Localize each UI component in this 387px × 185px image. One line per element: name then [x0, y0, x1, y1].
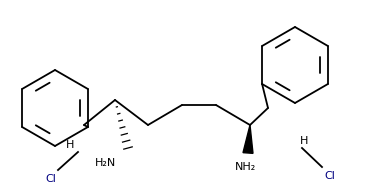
- Text: H₂N: H₂N: [95, 158, 116, 168]
- Text: Cl: Cl: [45, 174, 56, 184]
- Text: NH₂: NH₂: [235, 162, 256, 172]
- Polygon shape: [243, 125, 253, 153]
- Text: Cl: Cl: [324, 171, 335, 181]
- Text: H: H: [300, 136, 308, 146]
- Text: H: H: [66, 140, 74, 150]
